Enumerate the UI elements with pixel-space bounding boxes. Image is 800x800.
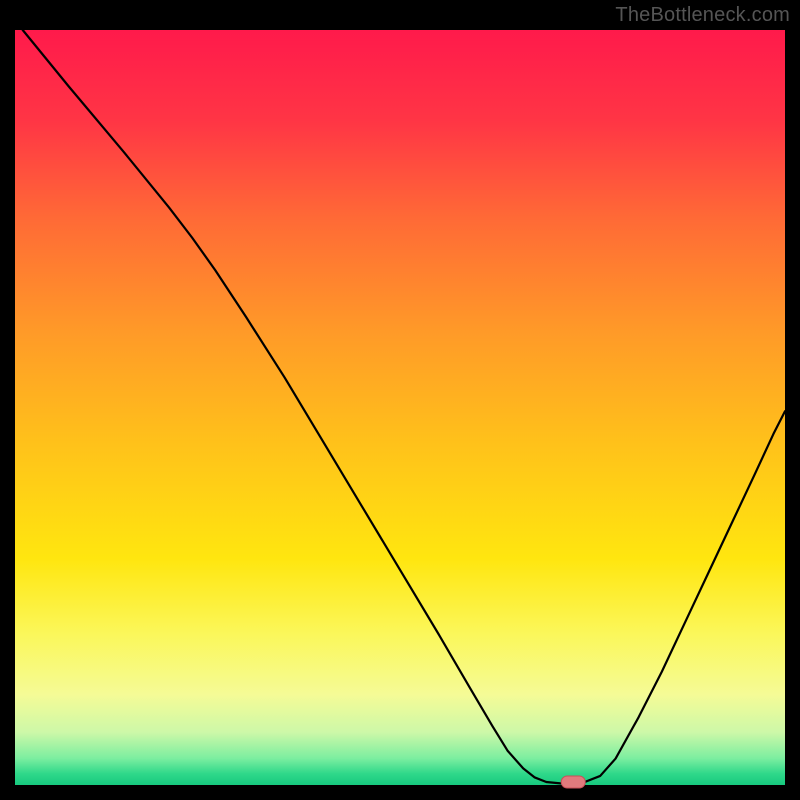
bottleneck-chart: [0, 0, 800, 800]
chart-frame: TheBottleneck.com: [0, 0, 800, 800]
plot-background: [15, 30, 785, 785]
optimal-marker: [561, 776, 585, 788]
